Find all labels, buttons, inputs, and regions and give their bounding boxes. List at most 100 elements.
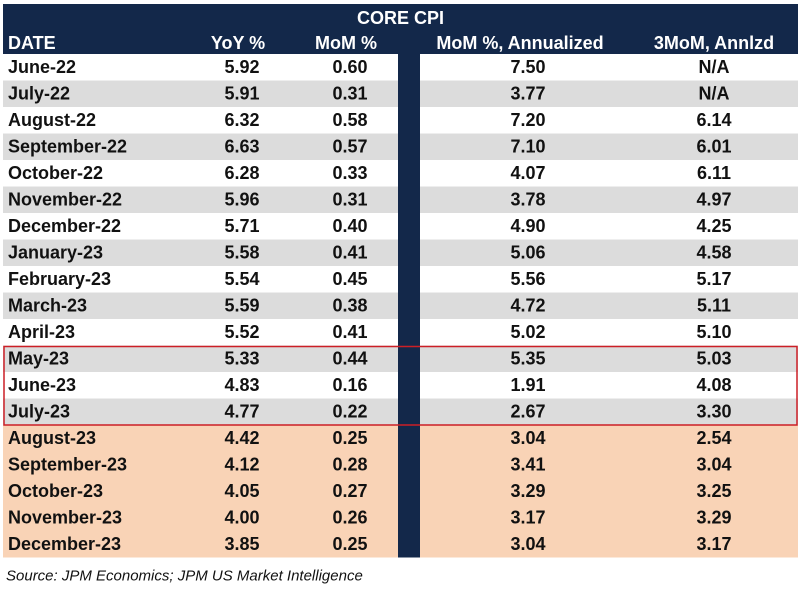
cell-3mom-annlzd: 3.29 bbox=[696, 508, 731, 528]
cell-date: January-23 bbox=[8, 243, 103, 263]
highlight-box bbox=[3, 345, 798, 426]
cell-3mom-annlzd: N/A bbox=[699, 57, 730, 77]
column-header-3mom-annlzd: 3MoM, Annlzd bbox=[654, 33, 774, 53]
cell-mom-annualized: 2.67 bbox=[510, 402, 545, 422]
cell-date: December-23 bbox=[8, 534, 121, 554]
cell-mom-annualized: 3.77 bbox=[510, 84, 545, 104]
cell-mom-annualized: 3.04 bbox=[510, 534, 545, 554]
cell-mom: 0.26 bbox=[332, 508, 367, 528]
cell-date: November-22 bbox=[8, 190, 122, 210]
cell-mom: 0.38 bbox=[332, 296, 367, 316]
cell-mom-annualized: 3.29 bbox=[510, 481, 545, 501]
cell-yoy: 4.83 bbox=[224, 375, 259, 395]
cell-date: December-22 bbox=[8, 216, 121, 236]
cell-3mom-annlzd: 6.11 bbox=[697, 163, 731, 183]
cell-mom-annualized: 3.41 bbox=[510, 455, 545, 475]
cell-date: November-23 bbox=[8, 508, 122, 528]
cell-date: August-23 bbox=[8, 428, 96, 448]
cell-yoy: 5.54 bbox=[224, 269, 259, 289]
cell-yoy: 6.28 bbox=[224, 163, 259, 183]
cell-date: June-22 bbox=[8, 57, 76, 77]
cell-date: September-22 bbox=[8, 137, 127, 157]
cell-date: October-23 bbox=[8, 481, 103, 501]
column-header-date: DATE bbox=[8, 33, 56, 53]
cell-mom-annualized: 5.06 bbox=[510, 243, 545, 263]
cell-date: July-22 bbox=[8, 84, 70, 104]
cell-3mom-annlzd: N/A bbox=[699, 84, 730, 104]
cell-mom: 0.27 bbox=[332, 481, 367, 501]
cell-3mom-annlzd: 6.14 bbox=[696, 110, 731, 130]
cell-mom: 0.58 bbox=[332, 110, 367, 130]
cell-mom: 0.16 bbox=[332, 375, 367, 395]
cell-mom: 0.40 bbox=[332, 216, 367, 236]
title-bar bbox=[3, 4, 798, 31]
cell-yoy: 6.32 bbox=[224, 110, 259, 130]
cell-mom-annualized: 4.72 bbox=[510, 296, 545, 316]
cell-yoy: 5.92 bbox=[224, 57, 259, 77]
cell-3mom-annlzd: 4.25 bbox=[696, 216, 731, 236]
cell-date: August-22 bbox=[8, 110, 96, 130]
cell-mom-annualized: 4.90 bbox=[510, 216, 545, 236]
cell-mom-annualized: 5.56 bbox=[510, 269, 545, 289]
cell-mom: 0.41 bbox=[332, 243, 367, 263]
cell-mom: 0.45 bbox=[332, 269, 367, 289]
cell-3mom-annlzd: 4.97 bbox=[696, 190, 731, 210]
cell-yoy: 4.77 bbox=[224, 402, 259, 422]
cell-mom: 0.33 bbox=[332, 163, 367, 183]
cell-yoy: 4.05 bbox=[224, 481, 259, 501]
cell-mom-annualized: 5.02 bbox=[510, 322, 545, 342]
cell-yoy: 5.91 bbox=[224, 84, 259, 104]
cell-date: April-23 bbox=[8, 322, 75, 342]
column-header-yoy: YoY % bbox=[211, 33, 265, 53]
cell-mom: 0.44 bbox=[332, 349, 367, 369]
cell-yoy: 5.96 bbox=[224, 190, 259, 210]
cell-mom: 0.31 bbox=[332, 190, 367, 210]
cell-3mom-annlzd: 5.03 bbox=[696, 349, 731, 369]
cell-3mom-annlzd: 5.10 bbox=[696, 322, 731, 342]
column-separator bbox=[398, 31, 420, 558]
cell-mom: 0.25 bbox=[332, 534, 367, 554]
cell-yoy: 4.00 bbox=[224, 508, 259, 528]
cell-date: June-23 bbox=[8, 375, 76, 395]
cell-yoy: 5.71 bbox=[224, 216, 259, 236]
cell-mom: 0.28 bbox=[332, 455, 367, 475]
cell-3mom-annlzd: 3.30 bbox=[696, 402, 731, 422]
cell-3mom-annlzd: 4.58 bbox=[696, 243, 731, 263]
cell-yoy: 5.52 bbox=[224, 322, 259, 342]
cell-mom: 0.60 bbox=[332, 57, 367, 77]
cell-mom-annualized: 5.35 bbox=[510, 349, 545, 369]
cell-mom-annualized: 1.91 bbox=[510, 375, 545, 395]
cell-mom: 0.22 bbox=[332, 402, 367, 422]
cell-mom-annualized: 3.78 bbox=[510, 190, 545, 210]
cell-3mom-annlzd: 4.08 bbox=[696, 375, 731, 395]
cell-mom: 0.57 bbox=[332, 137, 367, 157]
cell-3mom-annlzd: 3.17 bbox=[696, 534, 731, 554]
cell-yoy: 6.63 bbox=[224, 137, 259, 157]
cell-date: May-23 bbox=[8, 349, 69, 369]
cell-mom: 0.31 bbox=[332, 84, 367, 104]
cell-yoy: 3.85 bbox=[224, 534, 259, 554]
cell-mom-annualized: 7.50 bbox=[510, 57, 545, 77]
cell-3mom-annlzd: 6.01 bbox=[696, 137, 731, 157]
cell-mom-annualized: 4.07 bbox=[510, 163, 545, 183]
cell-date: February-23 bbox=[8, 269, 111, 289]
cell-date: September-23 bbox=[8, 455, 127, 475]
cell-mom-annualized: 3.04 bbox=[510, 428, 545, 448]
cell-date: March-23 bbox=[8, 296, 87, 316]
cell-3mom-annlzd: 5.17 bbox=[696, 269, 731, 289]
column-header-mom-annualized: MoM %, Annualized bbox=[436, 33, 603, 53]
cell-mom-annualized: 7.10 bbox=[510, 137, 545, 157]
cell-3mom-annlzd: 5.11 bbox=[697, 296, 731, 316]
cell-yoy: 4.12 bbox=[224, 455, 259, 475]
cell-mom-annualized: 7.20 bbox=[510, 110, 545, 130]
cell-mom: 0.25 bbox=[332, 428, 367, 448]
cell-yoy: 4.42 bbox=[224, 428, 259, 448]
cell-date: October-22 bbox=[8, 163, 103, 183]
table-title: CORE CPI bbox=[357, 8, 444, 28]
cell-yoy: 5.59 bbox=[224, 296, 259, 316]
cell-3mom-annlzd: 2.54 bbox=[696, 428, 731, 448]
cell-yoy: 5.33 bbox=[224, 349, 259, 369]
cell-3mom-annlzd: 3.25 bbox=[696, 481, 731, 501]
column-header-mom: MoM % bbox=[315, 33, 377, 53]
